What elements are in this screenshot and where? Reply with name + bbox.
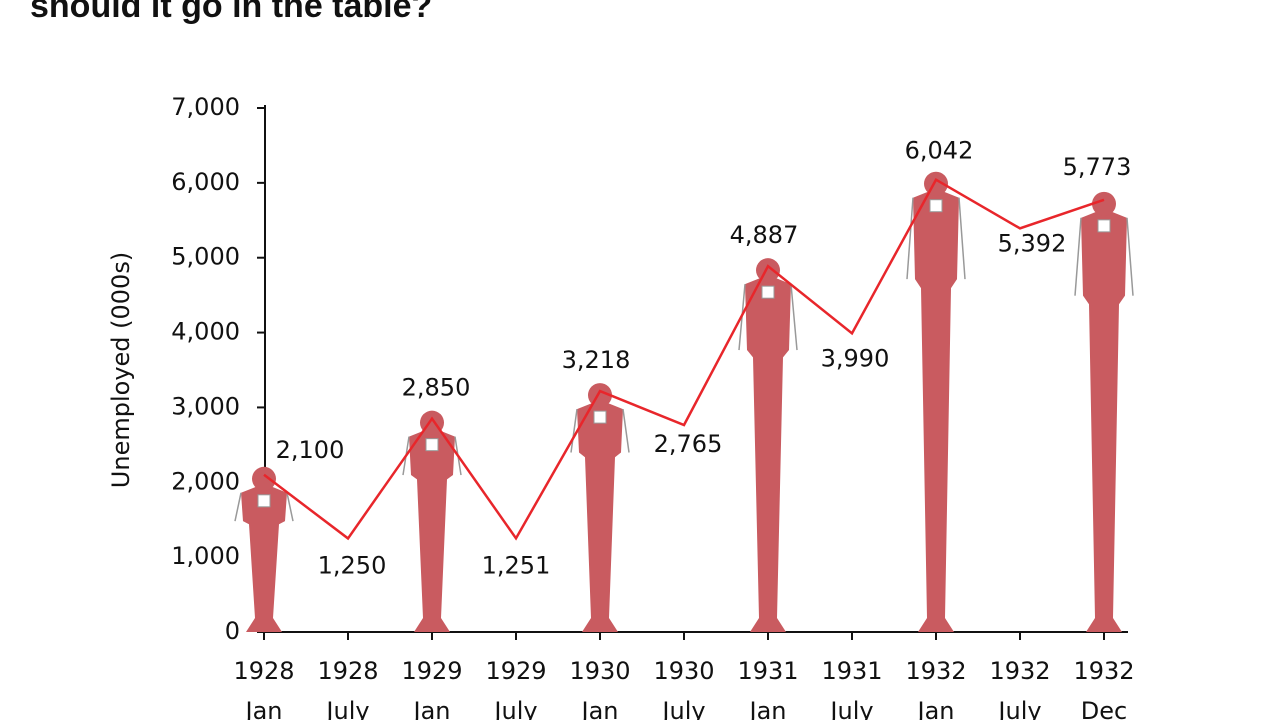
figure-body: [745, 278, 791, 632]
value-label: 1,251: [482, 551, 551, 579]
x-tick-label: 1932 July: [989, 657, 1050, 720]
figure-arms: [234, 492, 294, 522]
x-tick-label: 1931 Jan: [737, 657, 798, 720]
y-tick-label: 2,000: [171, 467, 240, 495]
x-tick-label: 1929 July: [485, 657, 546, 720]
heading: should it go in the table?: [30, 0, 432, 25]
figure-body: [409, 430, 455, 632]
x-tick-label: 1930 Jan: [569, 657, 630, 720]
y-tick-label: 3,000: [171, 392, 240, 420]
figure-head: [1092, 191, 1116, 216]
x-tick-label: 1931 July: [821, 657, 882, 720]
figure-arms: [570, 409, 630, 453]
y-tick-label: 0: [225, 617, 240, 645]
figure-body: [577, 403, 623, 632]
value-label: 1,250: [318, 551, 387, 579]
figure-bib: [929, 199, 943, 213]
x-tick-label: 1928 Jan: [233, 657, 294, 720]
figure-head: [252, 466, 276, 491]
figure-body: [241, 486, 287, 632]
figure-body: [913, 191, 959, 633]
x-tick-label: 1928 July: [317, 657, 378, 720]
value-label: 6,042: [905, 137, 974, 165]
x-tick-label: 1932 Jan: [905, 657, 966, 720]
y-axis-label: Unemployed (000s): [107, 252, 135, 488]
value-label: 3,218: [562, 346, 631, 374]
value-label: 2,765: [654, 430, 723, 458]
figure-head: [756, 258, 780, 283]
value-label: 4,887: [730, 221, 799, 249]
figure-body: [1081, 211, 1127, 632]
figure-arms: [906, 197, 966, 280]
data-line: [263, 177, 1105, 541]
value-label: 2,100: [276, 436, 345, 464]
value-label: 3,990: [821, 344, 890, 372]
value-label: 5,773: [1063, 153, 1132, 181]
y-tick-label: 7,000: [171, 93, 240, 121]
x-tick-label: 1929 Jan: [401, 657, 462, 720]
figure-bib: [1097, 219, 1111, 233]
y-tick-label: 5,000: [171, 243, 240, 271]
value-label: 5,392: [998, 229, 1067, 257]
x-tick-label: 1930 July: [653, 657, 714, 720]
figure-arms: [1074, 217, 1134, 296]
figure-bib: [761, 285, 775, 299]
x-tick-label: 1932 Dec: [1073, 657, 1134, 720]
y-tick-label: 6,000: [171, 168, 240, 196]
y-tick-label: 4,000: [171, 318, 240, 346]
figure-bib: [257, 494, 271, 508]
figure-bib: [593, 410, 607, 424]
figures: [234, 171, 1134, 633]
y-tick-label: 1,000: [171, 542, 240, 570]
figure-bib: [425, 438, 439, 452]
value-label: 2,850: [402, 374, 471, 402]
